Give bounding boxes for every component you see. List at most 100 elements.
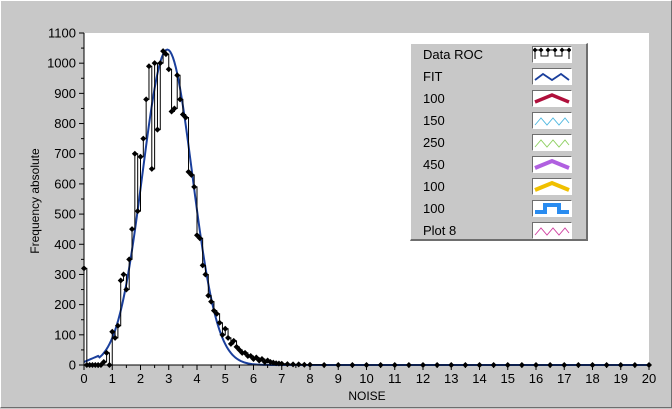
legend-item-label: FIT: [423, 69, 443, 84]
x-tick-label: 10: [359, 371, 373, 386]
legend-swatch[interactable]: [532, 178, 572, 195]
x-tick-label: 7: [278, 371, 285, 386]
legend-swatch[interactable]: [532, 200, 572, 217]
legend-swatch-graphic: [534, 117, 570, 126]
data-roc-point: [123, 286, 130, 293]
x-tick-label: 1: [109, 371, 116, 386]
legend-swatch-graphic: [535, 203, 569, 214]
legend-item-label: Data ROC: [423, 47, 483, 62]
data-roc-point: [196, 235, 203, 242]
x-tick-label: 0: [80, 371, 87, 386]
legend-marker: [559, 47, 565, 53]
data-roc-point: [117, 277, 124, 284]
data-roc-point: [129, 226, 136, 233]
data-roc-point: [219, 331, 226, 338]
legend-swatch-graphic: [534, 93, 570, 104]
y-tick-label: 400: [54, 237, 76, 252]
data-roc-point: [131, 150, 138, 157]
y-tick-label: 800: [54, 116, 76, 131]
data-roc-point: [171, 105, 178, 112]
data-roc-point: [199, 262, 206, 269]
legend-swatch[interactable]: [532, 90, 572, 107]
y-tick-label: 1000: [47, 56, 76, 71]
x-tick-label: 3: [165, 371, 172, 386]
data-roc-point: [103, 349, 110, 356]
legend-item[interactable]: 150: [411, 110, 587, 132]
data-roc-point: [114, 322, 121, 329]
legend-item-label: 100: [423, 201, 445, 216]
legend-swatch[interactable]: [532, 68, 572, 85]
data-roc-point: [216, 319, 223, 326]
legend-item-label: 450: [423, 157, 445, 172]
data-roc-point: [295, 361, 302, 368]
x-tick-label: 13: [444, 371, 458, 386]
legend-item[interactable]: 250: [411, 132, 587, 154]
data-roc-point: [208, 298, 215, 305]
x-tick-label: 15: [501, 371, 515, 386]
legend-swatch[interactable]: [532, 112, 572, 129]
x-tick-label: 17: [557, 371, 571, 386]
legend-item-label: 100: [423, 91, 445, 106]
data-roc-point: [225, 334, 232, 341]
legend-swatch-graphic: [534, 180, 570, 192]
legend-swatch[interactable]: [532, 46, 572, 63]
data-roc-point: [174, 72, 181, 79]
x-tick-label: 20: [642, 371, 656, 386]
legend-item[interactable]: FIT: [411, 66, 587, 88]
legend-item[interactable]: 100: [411, 176, 587, 198]
legend-swatch-graphic: [534, 72, 570, 82]
y-tick-label: 300: [54, 267, 76, 282]
y-tick-label: 1100: [48, 26, 76, 41]
data-roc-point: [151, 60, 158, 67]
data-roc-point: [109, 328, 116, 335]
legend-item[interactable]: 100: [411, 88, 587, 110]
y-tick-label: 500: [54, 207, 76, 222]
data-roc-point: [137, 153, 144, 160]
data-roc-point: [230, 337, 237, 344]
legend-swatch[interactable]: [532, 222, 572, 239]
x-axis-title: NOISE: [348, 389, 385, 403]
legend-marker: [552, 47, 558, 53]
data-roc-point: [205, 292, 212, 299]
data-roc-point: [177, 96, 184, 103]
data-roc-point: [162, 51, 169, 58]
data-roc-point: [154, 126, 161, 133]
legend-item-label: Plot 8: [423, 223, 457, 238]
legend-item[interactable]: Data ROC: [411, 44, 587, 66]
data-roc-point: [290, 361, 297, 368]
data-roc-point: [253, 354, 260, 361]
legend-item-label: 250: [423, 135, 445, 150]
data-roc-point: [126, 256, 133, 263]
legend-swatch-graphic: [533, 47, 571, 59]
data-roc-point: [143, 96, 150, 103]
data-roc-point: [100, 358, 107, 365]
x-tick-label: 2: [137, 371, 144, 386]
legend[interactable]: Data ROC FIT 100 150 250 450 100 100 Plot 8: [410, 43, 588, 241]
y-tick-label: 0: [69, 358, 76, 373]
legend-item[interactable]: 100: [411, 198, 587, 220]
legend-swatch-graphic: [534, 158, 570, 170]
y-axis-title: Frequency absolute: [28, 148, 42, 254]
y-tick-label: 200: [54, 297, 76, 312]
x-tick-label: 4: [193, 371, 200, 386]
data-roc-point: [120, 271, 127, 278]
y-tick-label: 100: [54, 327, 76, 342]
legend-item-label: 150: [423, 113, 445, 128]
data-roc-point: [222, 325, 229, 332]
legend-swatch[interactable]: [532, 134, 572, 151]
legend-item[interactable]: Plot 8: [411, 220, 587, 242]
legend-swatch[interactable]: [532, 156, 572, 173]
x-tick-label: 11: [388, 371, 402, 386]
axis-layer: 0 1 2 3 4 5 6 7 8 9 10 11 12 13 14 15 16 17 18 19 2001002003…: [47, 26, 656, 387]
legend-item[interactable]: 450: [411, 154, 587, 176]
x-tick-label: 14: [472, 371, 486, 386]
data-roc-point: [157, 60, 164, 67]
legend-marker: [566, 47, 571, 53]
x-tick-label: 5: [222, 371, 229, 386]
data-roc-point: [284, 361, 291, 368]
data-roc-point: [140, 135, 147, 142]
data-roc-point: [213, 310, 220, 317]
y-tick-label: 700: [54, 146, 76, 161]
data-roc-point: [191, 183, 198, 190]
